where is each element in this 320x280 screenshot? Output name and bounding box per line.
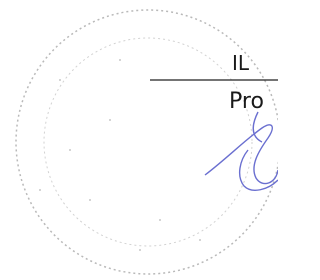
stamp xyxy=(16,10,278,274)
scan: IL Pro xyxy=(0,0,278,280)
page: IL Pro (() => { const data = JSON.parse(… xyxy=(0,0,278,280)
body-text: Pro xyxy=(229,89,264,114)
heading-text: IL xyxy=(232,51,250,75)
signature xyxy=(205,112,278,190)
stamp-texture xyxy=(39,59,201,251)
